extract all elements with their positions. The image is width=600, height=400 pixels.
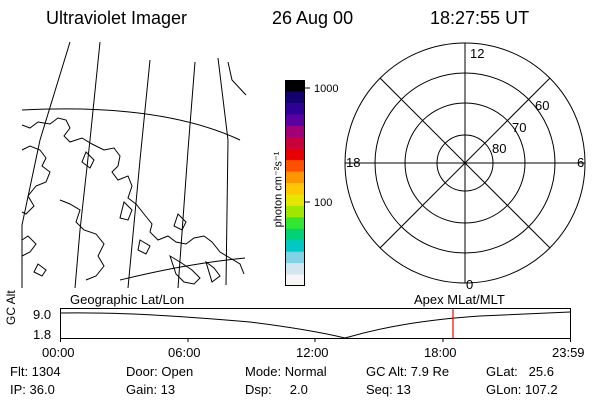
colorbar-swatch <box>285 228 305 241</box>
colorbar-swatch <box>285 91 305 104</box>
status-door: Door: Open <box>126 364 194 379</box>
altitude-timeline <box>59 308 571 342</box>
colorbar-swatch <box>285 240 305 253</box>
colorbar-swatch <box>285 160 305 173</box>
colorbar <box>285 80 305 287</box>
lat-label-70: 70 <box>512 120 527 135</box>
status-seq: Seq: 13 <box>366 382 411 397</box>
colorbar-tick-100: 100 <box>314 197 333 209</box>
colorbar-swatch <box>285 251 305 264</box>
colorbar-swatch <box>285 171 305 184</box>
mlt-label-0: 0 <box>466 277 474 292</box>
instrument-title: Ultraviolet Imager <box>46 8 188 28</box>
colorbar-swatch <box>285 125 305 138</box>
colorbar-border <box>285 80 305 286</box>
colorbar-swatch <box>285 263 305 276</box>
lat-label-80: 80 <box>492 141 507 156</box>
status-glat: GLat: 25.6 <box>486 364 554 379</box>
polar-plot <box>344 42 586 284</box>
timeline-xtick-2359: 23:59 <box>552 345 585 360</box>
colorbar-swatch <box>285 148 305 161</box>
date-label: 26 Aug 00 <box>272 8 354 28</box>
colorbar-swatch <box>285 137 305 150</box>
colorbar-swatch <box>285 217 305 230</box>
colorbar-swatch <box>285 205 305 218</box>
lat-label-60: 60 <box>535 98 550 113</box>
altitude-curve <box>59 311 571 339</box>
status-flt: Flt: 1304 <box>10 364 61 379</box>
status-ip: IP: 36.0 <box>10 382 55 397</box>
mlt-label-12: 12 <box>470 46 485 61</box>
colorbar-swatch <box>285 114 305 127</box>
colorbar-swatch <box>285 80 305 93</box>
timeline-ytick-top: 9.0 <box>33 307 52 322</box>
timeline-xtick-1200: 12:00 <box>296 345 329 360</box>
colorbar-swatch <box>285 274 305 287</box>
timeline-ytick-bottom: 1.8 <box>33 327 52 342</box>
colorbar-tick-1000: 1000 <box>314 83 339 95</box>
status-glon: GLon: 107.2 <box>486 382 558 397</box>
timeline-xtick-0000: 00:00 <box>42 345 75 360</box>
colorbar-swatch <box>285 102 305 115</box>
timeline-xtick-0600: 06:00 <box>168 345 201 360</box>
status-gc-alt: GC Alt: 7.9 Re <box>366 364 450 379</box>
timeline-yaxis-label: GC Alt <box>4 290 18 325</box>
status-gain: Gain: 13 <box>126 382 176 397</box>
time-label: 18:27:55 UT <box>430 8 530 28</box>
colorbar-unit-label: photon cm⁻²s⁻¹ <box>272 151 285 228</box>
colorbar-swatch <box>285 183 305 196</box>
mlt-label-6: 6 <box>577 155 585 170</box>
colorbar-ticks <box>305 87 310 203</box>
timeline-left-label: Geographic Lat/Lon <box>70 292 185 307</box>
timeline-right-label: Apex MLat/MLT <box>414 292 505 307</box>
status-mode: Mode: Normal <box>245 364 327 379</box>
status-dsp: Dsp: 2.0 <box>245 382 308 397</box>
colorbar-swatch <box>285 194 305 207</box>
mlt-label-18: 18 <box>346 155 361 170</box>
timeline-xtick-1800: 18:00 <box>424 345 457 360</box>
